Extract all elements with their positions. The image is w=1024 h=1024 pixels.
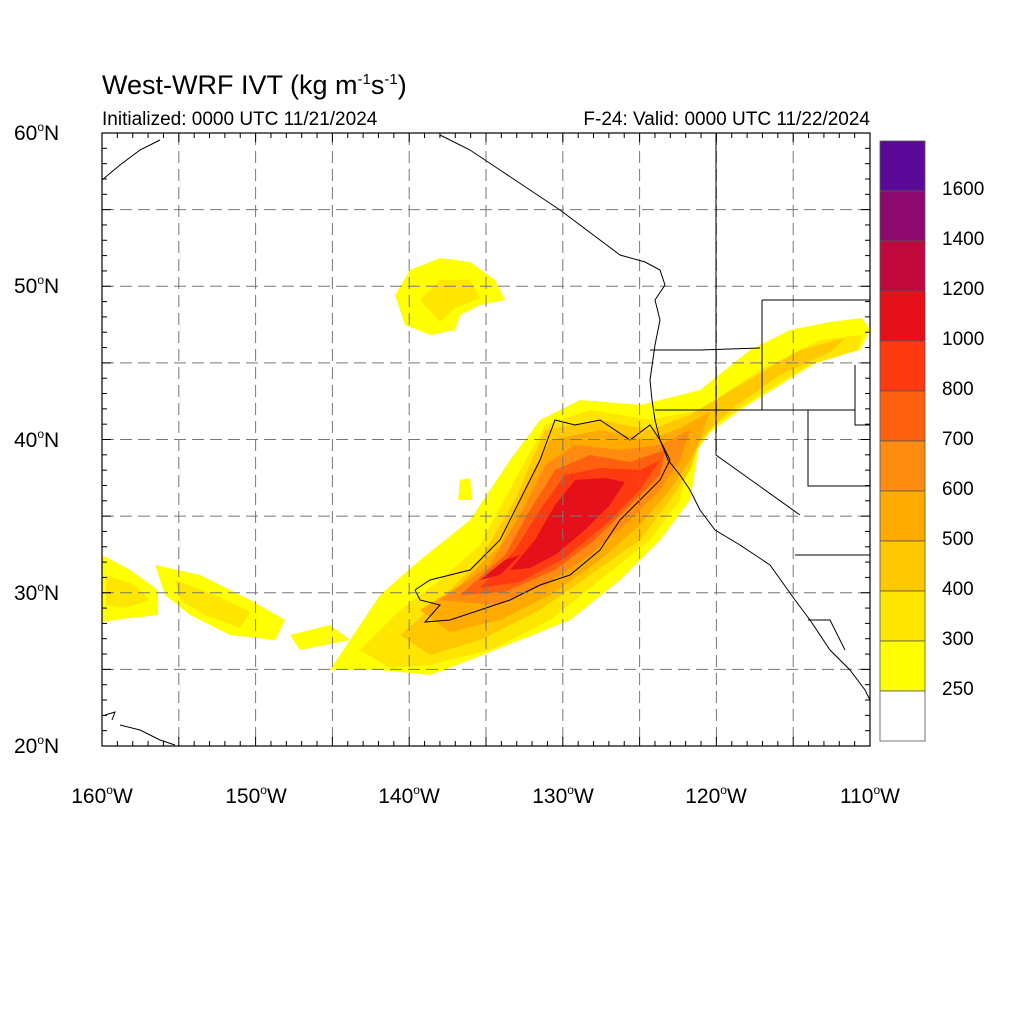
coastline [854, 365, 870, 426]
lon-label: 140oW [378, 783, 440, 808]
coastline [439, 134, 666, 421]
chart-title: West-WRF IVT (kg m-1s-1) [102, 70, 407, 100]
lat-lon-grid [102, 133, 870, 746]
map-frame [101, 132, 871, 747]
colorbar-swatch [879, 190, 926, 242]
lon-label: 110oW [840, 783, 900, 808]
colorbar-swatch [879, 290, 926, 342]
colorbar-swatch [879, 240, 926, 292]
colorbar-swatch [879, 590, 926, 642]
colorbar-swatch [879, 140, 926, 192]
ivt-contour-fill [480, 555, 520, 580]
ivt-contour-fill [510, 478, 625, 570]
colorbar-swatch [879, 540, 926, 592]
colorbar-label: 300 [942, 629, 974, 650]
coastline [119, 724, 176, 746]
lat-label: 50oN [14, 273, 60, 298]
colorbar-label: 700 [942, 429, 974, 450]
ivt-contour-fill [175, 580, 250, 628]
coastline [104, 711, 116, 721]
coastline [654, 419, 871, 701]
lat-label: 40oN [14, 427, 60, 452]
colorbar-swatch [879, 490, 926, 542]
coastline [807, 410, 870, 487]
colorbar-label: 500 [942, 529, 974, 550]
colorbar-label: 600 [942, 479, 974, 500]
ivt-contour-line [414, 419, 671, 623]
lon-label: 120oW [685, 783, 747, 808]
colorbar-swatch [879, 340, 926, 392]
colorbar-label: 400 [942, 579, 974, 600]
coastline [101, 139, 161, 181]
colorbar-swatch [879, 640, 926, 692]
colorbar-label: 1200 [942, 279, 985, 300]
coastline [808, 619, 846, 651]
ivt-contour-fill [420, 280, 480, 322]
coastlines [101, 133, 871, 746]
colorbar-swatch [879, 440, 926, 492]
lon-label: 130oW [532, 783, 594, 808]
initialized-time: Initialized: 0000 UTC 11/21/2024 [102, 109, 378, 130]
ivt-contour-fill [106, 575, 150, 608]
coastline [650, 347, 761, 351]
ivt-contour-fill [458, 478, 472, 500]
colorbar-label: 1400 [942, 229, 985, 250]
valid-time: F-24: Valid: 0000 UTC 11/22/2024 [583, 109, 870, 130]
ivt-contour-fill [290, 625, 350, 650]
colorbar-label: 1600 [942, 179, 985, 200]
colorbar-label: 1000 [942, 329, 985, 350]
coastline [715, 133, 801, 516]
colorbar-swatch [879, 690, 926, 742]
lat-label: 60oN [14, 120, 60, 145]
colorbar-label: 250 [942, 679, 974, 700]
colorbar-label: 800 [942, 379, 974, 400]
lon-label: 160oW [71, 783, 133, 808]
colorbar [879, 140, 926, 742]
colorbar-swatch [879, 390, 926, 442]
lat-label: 30oN [14, 580, 60, 605]
lon-label: 150oW [225, 783, 287, 808]
lat-label: 20oN [14, 733, 60, 758]
